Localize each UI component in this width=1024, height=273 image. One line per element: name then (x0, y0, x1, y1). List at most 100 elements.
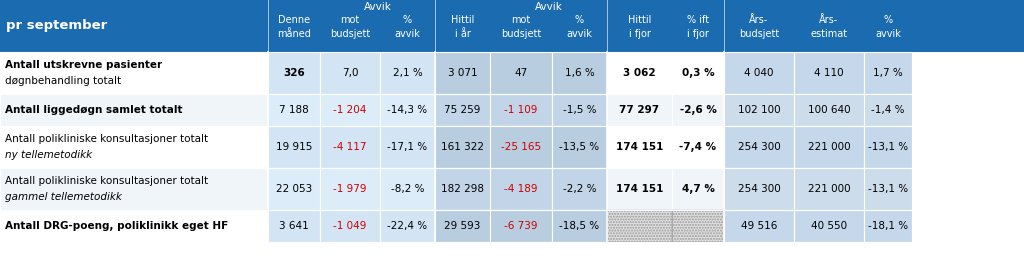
Text: %: % (402, 15, 412, 25)
Bar (319, 94, 380, 126)
Bar (607, 52, 672, 94)
Bar (552, 210, 607, 242)
Text: i år: i år (455, 29, 470, 39)
Bar (490, 168, 552, 210)
Bar (490, 126, 552, 168)
Text: -25 165: -25 165 (501, 142, 541, 152)
Text: %: % (884, 15, 893, 25)
Text: 0,3 %: 0,3 % (682, 68, 715, 78)
Text: 254 300: 254 300 (737, 142, 780, 152)
Text: 1,6 %: 1,6 % (564, 68, 594, 78)
Text: pr september: pr september (6, 19, 108, 32)
Text: -22,4 %: -22,4 % (387, 221, 428, 231)
Bar (0, 52, 268, 94)
Bar (435, 168, 490, 210)
Text: -1 204: -1 204 (334, 105, 367, 115)
Text: -13,1 %: -13,1 % (868, 142, 908, 152)
Text: mot: mot (511, 15, 530, 25)
Text: 221 000: 221 000 (808, 184, 850, 194)
Bar (724, 126, 794, 168)
Text: -1,5 %: -1,5 % (563, 105, 596, 115)
Bar (552, 52, 607, 94)
Bar (380, 52, 435, 94)
Bar (268, 52, 319, 94)
Bar (490, 210, 552, 242)
Text: 182 298: 182 298 (441, 184, 484, 194)
Bar (672, 94, 724, 126)
Text: -13,5 %: -13,5 % (559, 142, 600, 152)
Bar (0, 210, 268, 242)
Bar (0, 126, 268, 168)
Text: 161 322: 161 322 (441, 142, 484, 152)
Text: 3 062: 3 062 (624, 68, 655, 78)
Text: Denne: Denne (278, 15, 310, 25)
Text: -4 117: -4 117 (333, 142, 367, 152)
Bar (435, 94, 490, 126)
Text: -1 979: -1 979 (333, 184, 367, 194)
Text: Hittil: Hittil (628, 15, 651, 25)
Text: -14,3 %: -14,3 % (387, 105, 428, 115)
Text: avvik: avvik (394, 29, 421, 39)
Text: Antall polikliniske konsultasjoner totalt: Antall polikliniske konsultasjoner total… (5, 134, 208, 144)
Bar (552, 126, 607, 168)
Bar (672, 210, 724, 242)
Text: Års-: Års- (750, 15, 769, 25)
Text: -7,4 %: -7,4 % (680, 142, 717, 152)
Bar (490, 94, 552, 126)
Bar (435, 52, 490, 94)
Text: 2,1 %: 2,1 % (392, 68, 422, 78)
Bar (380, 94, 435, 126)
Bar (490, 52, 552, 94)
Text: avvik: avvik (876, 29, 901, 39)
Bar (268, 210, 319, 242)
Text: 7 188: 7 188 (280, 105, 309, 115)
Text: 47: 47 (514, 68, 527, 78)
Bar (672, 210, 724, 242)
Text: måned: måned (278, 29, 311, 39)
Bar (0, 94, 268, 126)
Text: budsjett: budsjett (501, 29, 541, 39)
Text: 40 550: 40 550 (811, 221, 847, 231)
Text: ny tellemetodikk: ny tellemetodikk (5, 150, 92, 161)
Text: -17,1 %: -17,1 % (387, 142, 428, 152)
Text: 75 259: 75 259 (444, 105, 480, 115)
Text: 22 053: 22 053 (275, 184, 312, 194)
Text: døgnbehandling totalt: døgnbehandling totalt (5, 76, 121, 86)
Bar (319, 126, 380, 168)
Text: 254 300: 254 300 (737, 184, 780, 194)
Bar (380, 126, 435, 168)
Text: avvik: avvik (566, 29, 593, 39)
Text: budsjett: budsjett (330, 29, 370, 39)
Text: 174 151: 174 151 (615, 184, 664, 194)
Bar (380, 210, 435, 242)
Bar (607, 126, 672, 168)
Bar (552, 168, 607, 210)
Bar (435, 126, 490, 168)
Text: 3 071: 3 071 (447, 68, 477, 78)
Text: 4,7 %: 4,7 % (682, 184, 715, 194)
Bar (607, 94, 672, 126)
Bar (672, 168, 724, 210)
Text: % ift: % ift (687, 15, 709, 25)
Text: -6 739: -6 739 (504, 221, 538, 231)
Bar (864, 210, 912, 242)
Text: 7,0: 7,0 (342, 68, 358, 78)
Text: %: % (574, 15, 584, 25)
Text: Antall polikliniske konsultasjoner totalt: Antall polikliniske konsultasjoner total… (5, 176, 208, 186)
Text: 49 516: 49 516 (740, 221, 777, 231)
Text: Antall liggedøgn samlet totalt: Antall liggedøgn samlet totalt (5, 105, 182, 115)
Text: i fjor: i fjor (629, 29, 650, 39)
Bar (268, 168, 319, 210)
Text: -1 109: -1 109 (504, 105, 538, 115)
Bar (864, 168, 912, 210)
Text: mot: mot (340, 15, 359, 25)
Text: 77 297: 77 297 (620, 105, 659, 115)
Text: 1,7 %: 1,7 % (873, 68, 903, 78)
Text: -13,1 %: -13,1 % (868, 184, 908, 194)
Text: -18,1 %: -18,1 % (868, 221, 908, 231)
Text: Antall DRG-poeng, poliklinikk eget HF: Antall DRG-poeng, poliklinikk eget HF (5, 221, 228, 231)
Text: 326: 326 (283, 68, 305, 78)
Bar (724, 94, 794, 126)
Text: -2,2 %: -2,2 % (563, 184, 596, 194)
Text: Hittil: Hittil (451, 15, 474, 25)
